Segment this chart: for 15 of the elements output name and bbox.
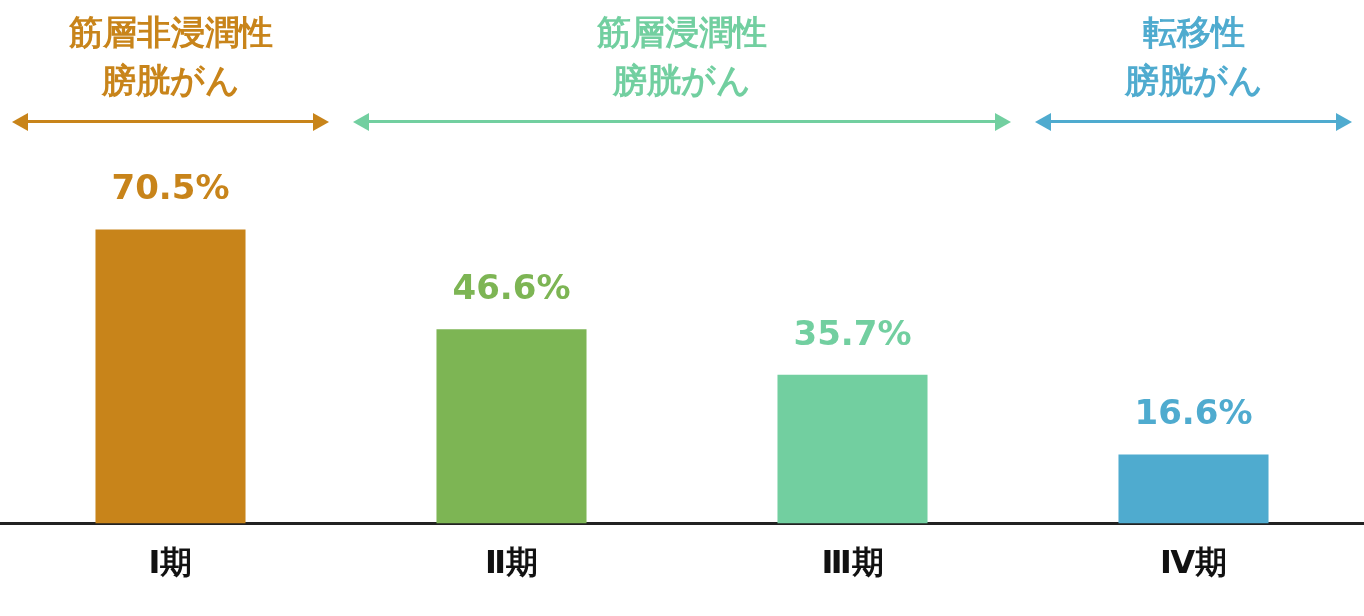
- bar: [1118, 454, 1269, 524]
- text: 転移性膀胱がん: [1124, 11, 1263, 102]
- bar: [95, 229, 246, 524]
- text: 筋層浸潤性膀胱がん: [597, 11, 767, 102]
- data-label: 70.5%: [111, 167, 230, 208]
- x-tick-label: Ⅱ期: [484, 543, 539, 582]
- x-tick-label: Ⅰ期: [148, 543, 193, 582]
- data-label: 16.6%: [1134, 392, 1253, 433]
- x-tick-label: Ⅲ期: [821, 543, 884, 582]
- bar: [436, 329, 587, 524]
- text: 筋層非浸潤性膀胱がん: [68, 11, 273, 102]
- bar: [777, 374, 928, 524]
- x-tick-label: Ⅳ期: [1159, 543, 1228, 582]
- data-label: 35.7%: [793, 312, 912, 353]
- data-label: 46.6%: [452, 267, 571, 308]
